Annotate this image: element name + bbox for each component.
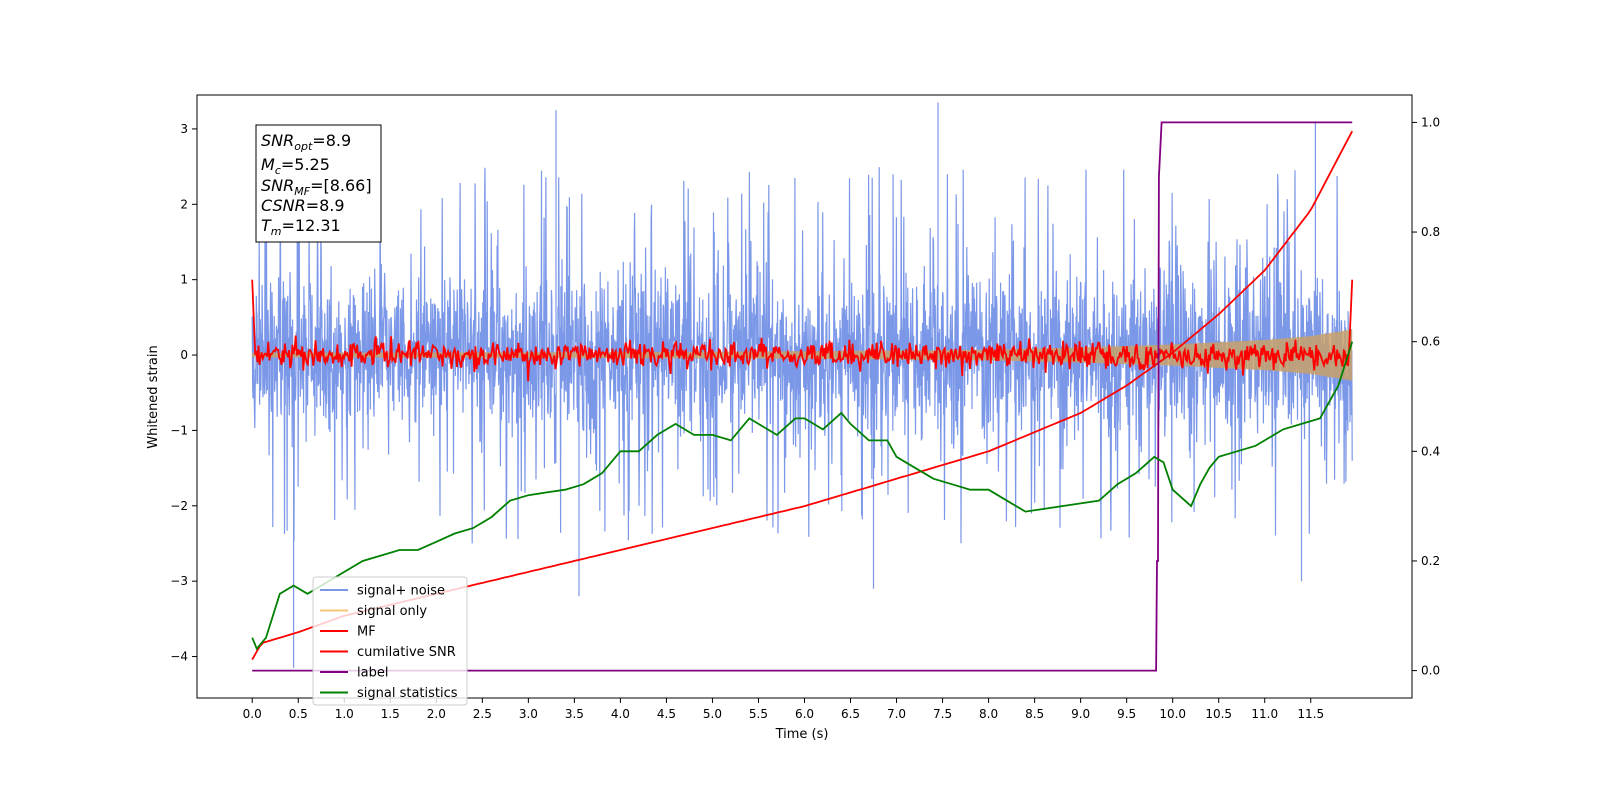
x-tick-label: 5.5 xyxy=(749,707,768,721)
x-tick-label: 2.5 xyxy=(473,707,492,721)
y-tick-label: −2 xyxy=(170,499,188,513)
y2-tick-label: 1.0 xyxy=(1421,115,1440,129)
legend-label: signal statistics xyxy=(357,686,458,701)
x-tick-label: 9.5 xyxy=(1117,707,1136,721)
mf-line xyxy=(251,279,1354,382)
x-axis-label: Time (s) xyxy=(775,727,829,742)
x-tick-label: 10.0 xyxy=(1159,707,1186,721)
y2-tick-label: 0.4 xyxy=(1421,444,1440,458)
x-tick-label: 3.0 xyxy=(519,707,538,721)
x-tick-label: 3.5 xyxy=(565,707,584,721)
annotation-mc: Mc=5.25 xyxy=(261,155,330,177)
x-tick-label: 8.0 xyxy=(979,707,998,721)
legend-label: signal only xyxy=(357,604,427,619)
y2-tick-label: 0.0 xyxy=(1421,664,1440,678)
legend: signal+ noise signal only MF cumilative SNR… xyxy=(312,576,468,706)
x-tick-label: 4.5 xyxy=(657,707,676,721)
y-axis-label: Whitened strain xyxy=(146,345,161,448)
x-tick-label: 9.0 xyxy=(1071,707,1090,721)
x-tick-label: 7.0 xyxy=(887,707,906,721)
mf-series xyxy=(251,279,1354,382)
y-tick-label: 3 xyxy=(180,122,188,136)
label-line xyxy=(252,121,1353,672)
y-tick-label: −4 xyxy=(170,650,188,664)
x-tick-label: 0.0 xyxy=(243,707,262,721)
x-tick-label: 8.5 xyxy=(1025,707,1044,721)
x-tick-label: 7.5 xyxy=(933,707,952,721)
y2-tick-label: 0.2 xyxy=(1421,554,1440,568)
y-tick-label: 0 xyxy=(180,348,188,362)
x-tick-label: 6.0 xyxy=(795,707,814,721)
x-tick-label: 10.5 xyxy=(1205,707,1232,721)
legend-label: MF xyxy=(357,625,376,640)
legend-label: cumilative SNR xyxy=(357,645,456,660)
x-tick-label: 11.5 xyxy=(1297,707,1324,721)
annotation-box: SNRopt=8.9 Mc=5.25 SNRMF=[8.66] CSNR=8.9… xyxy=(255,124,382,243)
x-tick-label: 6.5 xyxy=(841,707,860,721)
y-tick-label: 1 xyxy=(180,273,188,287)
x-tick-label: 1.0 xyxy=(335,707,354,721)
x-tick-label: 2.0 xyxy=(427,707,446,721)
legend-label: signal+ noise xyxy=(357,584,445,599)
annotation-snr-opt: SNRopt=8.9 xyxy=(261,131,351,153)
x-tick-label: 1.5 xyxy=(381,707,400,721)
y-tick-label: 2 xyxy=(180,197,188,211)
annotation-tm: Tm=12.31 xyxy=(261,216,341,238)
x-tick-label: 11.0 xyxy=(1251,707,1278,721)
y2-tick-label: 0.8 xyxy=(1421,225,1440,239)
annotation-csnr: CSNR=8.9 xyxy=(261,196,345,215)
x-tick-label: 5.0 xyxy=(703,707,722,721)
x-tick-label: 4.0 xyxy=(611,707,630,721)
y-tick-label: −3 xyxy=(170,574,188,588)
y-tick-label: −1 xyxy=(170,423,188,437)
legend-label: label xyxy=(357,666,388,681)
x-axis: 0.0 0.5 1.0 1.5 2.0 2.5 3.0 3.5 4.0 4.5 5.0 5.5 6.0 6… xyxy=(243,698,1324,721)
y-axis-right: 1.0 0.8 0.6 0.4 0.2 0.0 xyxy=(1412,115,1440,678)
signal-statistics-line xyxy=(251,341,1354,651)
y2-tick-label: 0.6 xyxy=(1421,335,1440,349)
x-tick-label: 0.5 xyxy=(289,707,308,721)
y-axis-left: 3 2 1 0 −1 −2 −3 −4 xyxy=(170,122,197,664)
annotation-snr-mf: SNRMF=[8.66] xyxy=(261,176,372,198)
